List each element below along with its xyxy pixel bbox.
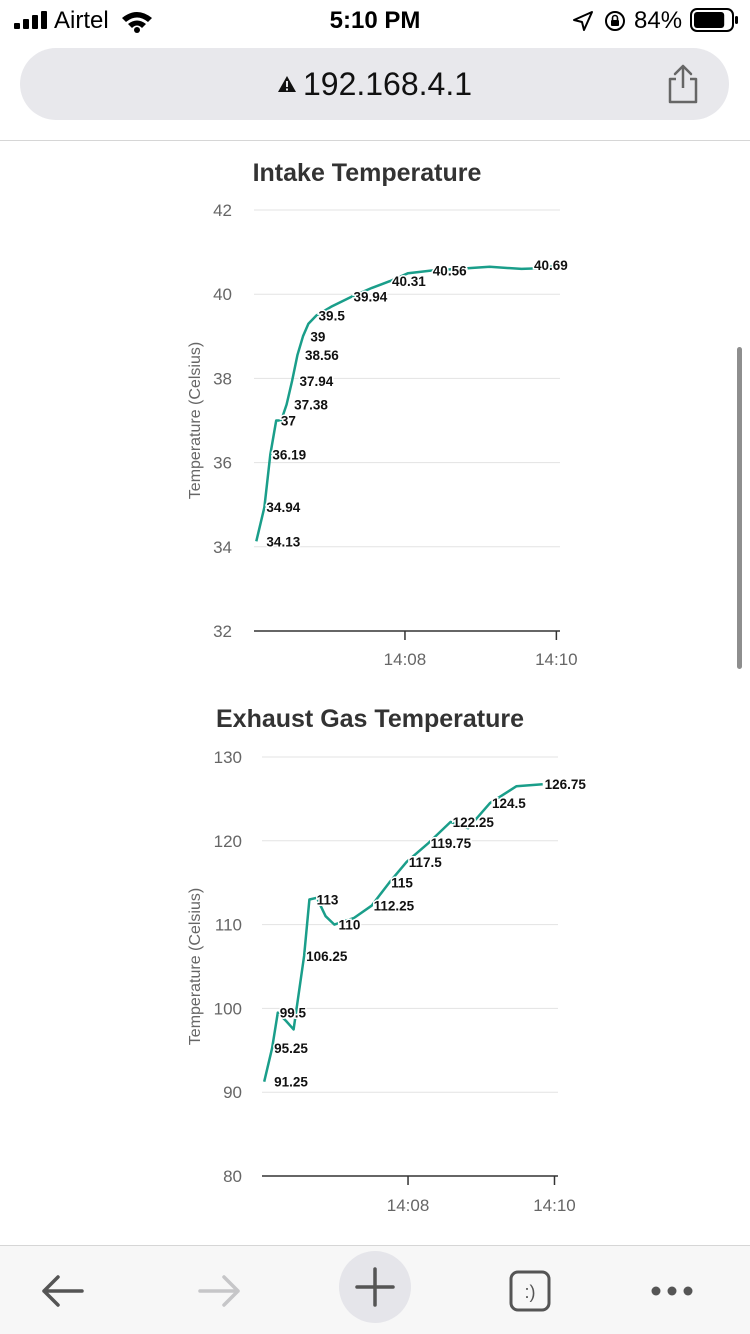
cellular-signal-icon [14,11,50,29]
tabs-button[interactable]: :) [500,1266,560,1316]
x-tick-label: 14:10 [533,1196,576,1215]
url-display[interactable]: 192.168.4.1 [20,66,729,103]
y-axis-label: Temperature (Celsius) [187,888,204,1045]
tabs-label: :) [525,1282,536,1302]
data-label: 36.19 [272,448,306,463]
carrier-name: Airtel [54,7,109,35]
data-label: 126.75 [545,777,587,792]
new-tab-button[interactable] [339,1251,411,1323]
battery-level-fill [694,12,724,28]
data-label: 39.5 [319,308,346,323]
wifi-icon [120,9,154,33]
data-label: 34.13 [266,534,300,549]
data-label: 91.25 [274,1075,308,1090]
orientation-lock-icon [603,9,627,33]
data-label: 34.94 [266,500,300,515]
x-tick-label: 14:10 [535,650,578,669]
more-button[interactable] [642,1266,702,1316]
y-tick-label: 120 [214,832,242,851]
y-tick-label: 100 [214,999,242,1018]
y-tick-label: 130 [214,748,242,767]
more-dots-icon [648,1284,696,1298]
page-content[interactable]: Intake Temperature 32 34 36 38 40 42 Temperatur… [0,141,750,1245]
data-label: 110 [339,918,361,933]
data-label: 112.25 [374,899,415,914]
data-label: 124.5 [492,796,526,811]
data-label: 117.5 [409,855,443,870]
data-label: 37.38 [294,398,328,413]
data-label: 40.69 [534,258,568,273]
location-arrow-icon [572,10,594,32]
status-bar: Airtel 5:10 PM 84% [0,0,750,42]
x-tick-label: 14:08 [387,1196,430,1215]
y-tick-label: 34 [213,538,232,557]
data-label: 38.56 [305,348,339,363]
x-tick-label: 14:08 [384,650,427,669]
arrow-right-icon [196,1274,244,1308]
data-label: 115 [391,876,413,891]
data-label: 119.75 [431,836,472,851]
scroll-indicator[interactable] [737,347,742,669]
data-label: 113 [317,892,339,907]
tabs-smiley-icon: :) [506,1267,554,1315]
plus-icon [339,1251,411,1323]
warning-triangle-icon [277,75,297,93]
chart-title: Intake Temperature [253,159,482,187]
arrow-left-icon [38,1274,86,1308]
back-button[interactable] [32,1266,92,1316]
address-bar[interactable]: 192.168.4.1 [20,48,729,120]
share-icon[interactable] [666,64,700,104]
intake-temperature-chart: Intake Temperature 32 34 36 38 40 42 Temperatur… [0,141,750,686]
data-label: 39.94 [353,290,387,305]
data-label: 39 [310,329,325,344]
y-tick-label: 40 [213,285,232,304]
data-label: 99.5 [280,1006,307,1021]
battery-percentage: 84% [634,7,682,35]
chart-title: Exhaust Gas Temperature [216,705,524,733]
url-text: 192.168.4.1 [303,66,472,102]
y-tick-label: 90 [223,1083,242,1102]
y-axis-label: Temperature (Celsius) [187,342,204,499]
y-tick-label: 80 [223,1167,242,1186]
exhaust-gas-temperature-chart: Exhaust Gas Temperature 80 90 100 110 120 130 T… [0,686,750,1245]
data-label: 40.31 [392,274,426,289]
y-tick-label: 38 [213,369,232,388]
series-line [264,784,543,1081]
data-label: 95.25 [274,1041,308,1056]
data-label: 106.25 [306,949,348,964]
y-tick-label: 32 [213,622,232,641]
data-label: 37 [281,414,296,429]
y-tick-label: 42 [213,201,232,220]
forward-button[interactable] [190,1266,250,1316]
data-label: 37.94 [300,374,334,389]
data-label: 40.56 [433,264,467,279]
y-tick-label: 36 [213,454,232,473]
battery-icon [690,8,740,34]
data-label: 122.25 [453,815,495,830]
y-tick-label: 110 [215,916,242,935]
